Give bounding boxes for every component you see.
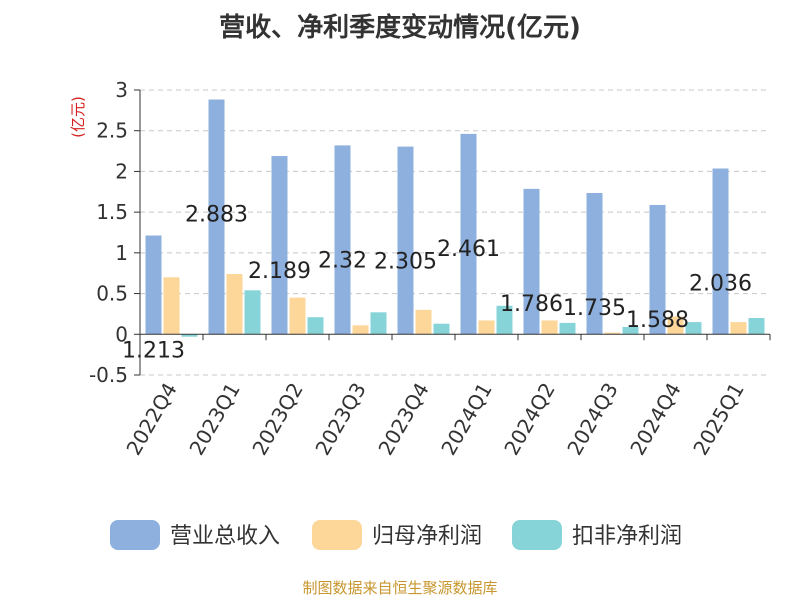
x-tick-label: 2024Q1 [436, 379, 496, 460]
bar-3 [622, 326, 639, 335]
y-tick-label: 2 [115, 159, 128, 183]
bar-1 [397, 146, 414, 335]
y-tick-label: 0.5 [96, 282, 128, 306]
bar-3 [307, 317, 324, 335]
y-tick-label: 0 [115, 322, 128, 346]
bars [145, 99, 765, 337]
bar-1 [586, 193, 603, 335]
bar-2 [289, 297, 306, 335]
x-tick-label: 2024Q3 [562, 379, 622, 460]
bar-1 [334, 145, 351, 335]
bar-1 [712, 168, 729, 335]
bar-1 [460, 133, 477, 335]
legend-swatch [110, 520, 160, 550]
bar-1 [271, 156, 288, 335]
bar-1 [523, 188, 540, 335]
x-tick-label: 2023Q4 [373, 379, 433, 460]
x-tick-label: 2022Q4 [121, 379, 181, 460]
bar-2 [667, 316, 684, 335]
y-tick-label: -0.5 [89, 363, 128, 387]
y-tick-label: 1.5 [96, 200, 128, 224]
x-tick-label: 2024Q2 [499, 379, 559, 460]
x-tick-label: 2024Q4 [625, 379, 685, 460]
legend-item: 营业总收入 [110, 520, 280, 550]
data-label: 1.786 [500, 292, 563, 317]
bar-3 [244, 290, 261, 335]
data-label: 2.32 [318, 248, 367, 273]
bar-2 [226, 274, 243, 335]
bar-3 [370, 312, 387, 335]
legend: 营业总收入 归母净利润 扣非净利润 [110, 520, 682, 550]
bar-3 [559, 322, 576, 335]
x-tick-label: 2023Q1 [184, 379, 244, 460]
chart-title: 营收、净利季度变动情况(亿元) [219, 12, 581, 43]
data-label: 1.735 [563, 296, 626, 321]
x-tick-label: 2023Q2 [247, 379, 307, 460]
bar-2 [730, 322, 747, 335]
y-tick-label: 2.5 [96, 119, 128, 143]
data-label: 2.036 [689, 271, 752, 296]
bar-3 [685, 322, 702, 335]
x-tick-label: 2025Q1 [688, 379, 748, 460]
bar-2 [415, 309, 432, 335]
bar-2 [604, 332, 621, 335]
y-tick-label: 1 [115, 241, 128, 265]
x-tick-label: 2023Q3 [310, 379, 370, 460]
y-axis-unit: (亿元) [69, 96, 87, 138]
data-label: 2.305 [374, 250, 437, 275]
legend-swatch [512, 520, 562, 550]
data-label: 2.189 [248, 259, 311, 284]
bar-2 [352, 325, 369, 335]
data-label: 1.213 [122, 339, 185, 364]
bar-3 [748, 318, 765, 335]
data-label: 1.588 [626, 308, 689, 333]
bar-2 [478, 320, 495, 335]
bar-1 [649, 204, 666, 335]
legend-label: 归母净利润 [372, 524, 482, 549]
bar-3 [181, 334, 198, 337]
bar-3 [496, 305, 513, 335]
source-note: 制图数据来自恒生聚源数据库 [302, 579, 497, 597]
bar-2 [163, 277, 180, 335]
data-label: 2.883 [185, 203, 248, 228]
bar-2 [541, 320, 558, 335]
y-tick-label: 3 [115, 78, 128, 102]
data-label: 2.461 [437, 237, 500, 262]
legend-label: 扣非净利润 [572, 524, 682, 549]
bar-3 [433, 323, 450, 335]
bar-1 [145, 235, 162, 335]
bar-1 [208, 99, 225, 335]
legend-item: 扣非净利润 [512, 520, 682, 550]
legend-swatch [312, 520, 362, 550]
legend-label: 营业总收入 [170, 524, 280, 549]
legend-item: 归母净利润 [312, 520, 482, 550]
